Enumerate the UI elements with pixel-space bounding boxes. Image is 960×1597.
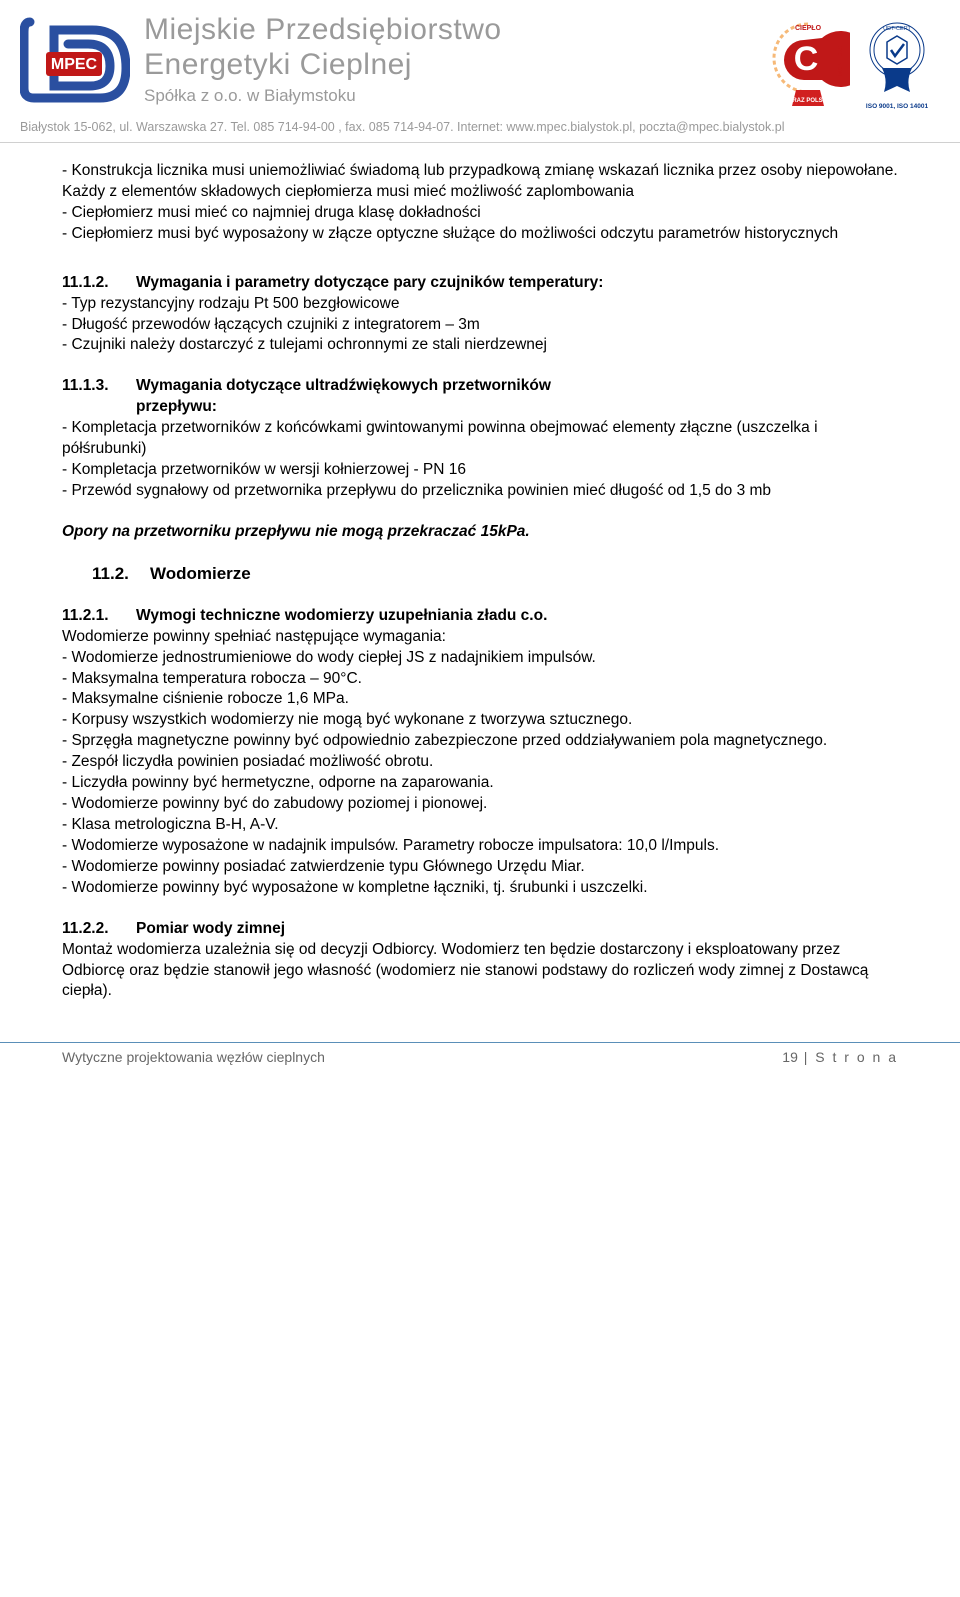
page-number: 19 [782,1049,798,1065]
document-header: MPEC Miejskie Przedsiębiorstwo Energetyk… [0,0,960,118]
heading-11-1-3-cont: przepływu: [62,397,898,418]
heading-11-2-1: 11.2.1.Wymogi techniczne wodomierzy uzup… [62,606,898,627]
heading-num: 11.1.2. [62,273,136,294]
address-bar: Białystok 15-062, ul. Warszawska 27. Tel… [0,118,960,143]
svg-text:CIEPŁO: CIEPŁO [795,25,822,32]
svg-text:ISO 9001, ISO 14001: ISO 9001, ISO 14001 [866,103,929,110]
s113-item: - Kompletacja przetworników z końcówkami… [62,418,898,460]
para-intro-4: - Ciepłomierz musi być wyposażony w złąc… [62,224,898,245]
company-line1: Miejskie Przedsiębiorstwo [144,13,766,48]
svg-text:SYSTEMOWE: SYSTEMOWE [836,46,842,79]
heading-title: Pomiar wody zimnej [136,920,285,937]
heading-title: Wymogi techniczne wodomierzy uzupełniani… [136,607,547,624]
document-body: - Konstrukcja licznika musi uniemożliwia… [0,143,960,1012]
heading-11-2: 11.2.Wodomierze [92,563,898,586]
footer-page: 19 | S t r o n a [782,1049,898,1065]
heading-11-1-3: 11.1.3.Wymagania dotyczące ultradźwiękow… [62,376,898,397]
footer-left: Wytyczne projektowania węzłów cieplnych [62,1049,325,1065]
s112-item: - Długość przewodów łączących czujniki z… [62,315,898,336]
s1121-item: - Wodomierze powinny posiadać zatwierdze… [62,857,898,878]
heading-num: 11.2.1. [62,606,136,627]
para-intro-1: - Konstrukcja licznika musi uniemożliwia… [62,161,898,182]
company-name: Miejskie Przedsiębiorstwo Energetyki Cie… [144,13,766,106]
s1121-item: - Wodomierze powinny być do zabudowy poz… [62,794,898,815]
svg-text:UDT-CERT: UDT-CERT [883,26,911,32]
s1121-item: - Maksymalne ciśnienie robocze 1,6 MPa. [62,689,898,710]
s1121-intro: Wodomierze powinny spełniać następujące … [62,627,898,648]
opory-note: Opory na przetworniku przepływu nie mogą… [62,522,898,543]
company-line2: Energetyki Cieplnej [144,48,766,83]
heading-title: Wymagania i parametry dotyczące pary czu… [136,274,603,291]
logo-block: MPEC Miejskie Przedsiębiorstwo Energetyk… [20,12,766,107]
s1121-item: - Wodomierze jednostrumieniowe do wody c… [62,648,898,669]
s1122-para: Montaż wodomierza uzależnia się od decyz… [62,940,898,1003]
heading-num: 11.2. [92,563,150,586]
para-intro-2: Każdy z elementów składowych ciepłomierz… [62,182,898,203]
s1121-item: - Sprzęgła magnetyczne powinny być odpow… [62,731,898,752]
heading-11-1-2: 11.1.2.Wymagania i parametry dotyczące p… [62,273,898,294]
heading-title: Wymagania dotyczące ultradźwiękowych prz… [136,377,551,394]
page-label: | S t r o n a [798,1049,898,1065]
document-footer: Wytyczne projektowania węzłów cieplnych … [0,1042,960,1079]
s112-item: - Czujniki należy dostarczyć z tulejami … [62,335,898,356]
s113-item: - Przewód sygnałowy od przetwornika prze… [62,481,898,502]
heading-title: Wodomierze [150,564,251,583]
s1121-item: - Zespół liczydła powinien posiadać możl… [62,752,898,773]
s1121-item: - Wodomierze powinny być wyposażone w ko… [62,878,898,899]
s112-item: - Typ rezystancyjny rodzaju Pt 500 bezgł… [62,294,898,315]
s1121-item: - Klasa metrologiczna B-H, A-V. [62,815,898,836]
para-intro-3: - Ciepłomierz musi mieć co najmniej drug… [62,203,898,224]
cert-iso-logo: UDT-CERT ISO 9001, ISO 14001 [864,20,930,112]
svg-text:C: C [794,40,819,78]
mpec-logo: MPEC [20,12,130,107]
heading-num: 11.2.2. [62,919,136,940]
svg-text:TERAZ POLSKA: TERAZ POLSKA [785,98,832,104]
s1121-item: - Maksymalna temperatura robocza – 90°C. [62,669,898,690]
heading-11-2-2: 11.2.2.Pomiar wody zimnej [62,919,898,940]
mpec-logo-text: MPEC [51,56,98,73]
s1121-item: - Korpusy wszystkich wodomierzy nie mogą… [62,710,898,731]
s1121-item: - Liczydła powinny być hermetyczne, odpo… [62,773,898,794]
company-line3: Spółka z o.o. w Białymstoku [144,86,766,106]
cert-logos: CIEPŁO C SYSTEMOWE TERAZ POLSKA UDT-CERT… [766,18,930,114]
s113-item: - Kompletacja przetworników w wersji koł… [62,460,898,481]
heading-num: 11.1.3. [62,376,136,397]
cert-cieplo-logo: CIEPŁO C SYSTEMOWE TERAZ POLSKA [766,18,850,114]
s1121-item: - Wodomierze wyposażone w nadajnik impul… [62,836,898,857]
